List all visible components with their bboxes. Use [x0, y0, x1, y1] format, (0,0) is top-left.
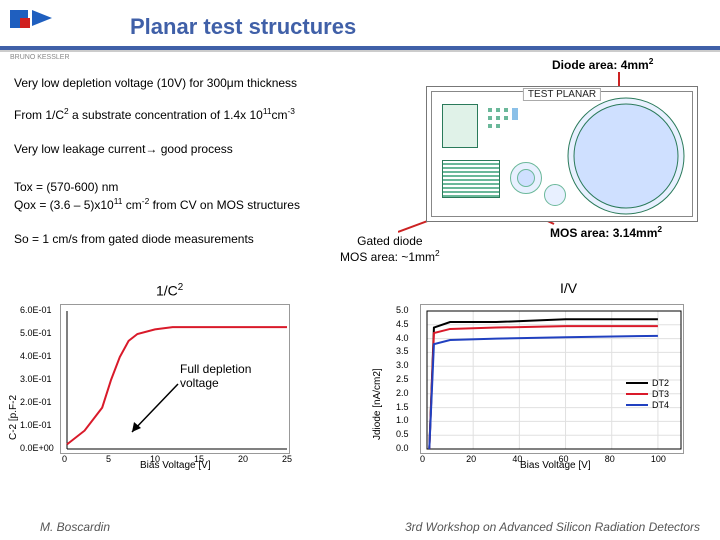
chart1-ytick: 3.0E-01 [20, 374, 52, 384]
chart2-xtick: 0 [420, 454, 425, 464]
chart1-ytick: 5.0E-01 [20, 328, 52, 338]
chart2-xtick: 80 [605, 454, 615, 464]
chart1-ytick: 4.0E-01 [20, 351, 52, 361]
test-planar-diagram: TEST PLANAR [426, 86, 698, 222]
chart2-ytick: 5.0 [396, 305, 409, 315]
chart1-callout: Full depletion voltage [180, 362, 290, 390]
chart2-ytick: 2.5 [396, 374, 409, 384]
legend-row: DT4 [626, 400, 669, 410]
annot-gated-diode: Gated diode MOS area: ~1mm2 [340, 234, 440, 264]
annot-mos-area: MOS area: 3.14mm2 [550, 224, 662, 240]
ring-1-inner [517, 169, 535, 187]
text-substrate-concentration: From 1/C2 a substrate concentration of 1… [14, 106, 295, 122]
legend-row: DT3 [626, 389, 669, 399]
title-rule [0, 46, 720, 52]
legend-swatch [626, 404, 648, 406]
legend-label: DT4 [652, 400, 669, 410]
diode-circle-icon [566, 96, 686, 216]
chart2-xtick: 40 [512, 454, 522, 464]
chart2-xtick: 60 [559, 454, 569, 464]
chart1-ytick: 2.0E-01 [20, 397, 52, 407]
legend-label: DT3 [652, 389, 669, 399]
chart1-callout-arrow [128, 380, 182, 440]
legend-swatch [626, 382, 648, 384]
chart1-xtick: 0 [62, 454, 67, 464]
chart2-xtick: 100 [651, 454, 666, 464]
chart2-title: I/V [560, 280, 577, 296]
text-leakage-current: Very low leakage current→ good process [14, 142, 233, 156]
chart2-ytick: 1.5 [396, 402, 409, 412]
chart1-ytick: 0.0E+00 [20, 443, 54, 453]
chart1-xtick: 25 [282, 454, 292, 464]
ring-2 [544, 184, 566, 206]
logo-text-bottom: BRUNO KESSLER [10, 54, 70, 61]
chart1-xtick: 5 [106, 454, 111, 464]
footer-author: M. Boscardin [40, 520, 110, 534]
chart2-xtick: 20 [466, 454, 476, 464]
chart2-ytick: 0.5 [396, 429, 409, 439]
chart2-ytick: 3.5 [396, 346, 409, 356]
chart2-ytick: 4.0 [396, 333, 409, 343]
chart1-ytick: 1.0E-01 [20, 420, 52, 430]
chart2-ytick: 1.0 [396, 415, 409, 425]
chart2-ytick: 3.0 [396, 360, 409, 370]
chart2-ytick: 2.0 [396, 388, 409, 398]
chart1-title: 1/C2 [156, 282, 183, 299]
chart1-ylabel: C-2 [p.F-2 [8, 330, 19, 440]
text-tox: Tox = (570-600) nm [14, 180, 118, 194]
chart1-xtick: 10 [150, 454, 160, 464]
chart1-xtick: 20 [238, 454, 248, 464]
legend-swatch [626, 393, 648, 395]
rect-1 [442, 104, 478, 148]
legend-label: DT2 [652, 378, 669, 388]
chart2-ytick: 0.0 [396, 443, 409, 453]
striped-mos [442, 160, 500, 198]
footer-workshop: 3rd Workshop on Advanced Silicon Radiati… [405, 520, 700, 534]
chart2-ytick: 4.5 [396, 319, 409, 329]
chart1-xtick: 15 [194, 454, 204, 464]
fbk-logo: FONDAZIONE BRUNO KESSLER [10, 10, 100, 61]
dots-group [486, 106, 522, 146]
annot-diode-area: Diode area: 4mm2 [552, 56, 653, 72]
fbk-logo-mark [10, 10, 100, 50]
chart1-ytick: 6.0E-01 [20, 305, 52, 315]
text-depletion-voltage: Very low depletion voltage (10V) for 300… [14, 76, 297, 90]
legend-row: DT2 [626, 378, 669, 388]
text-qox: Qox = (3.6 – 5)x1011 cm-2 from CV on MOS… [14, 196, 300, 212]
page-title: Planar test structures [130, 14, 356, 40]
chart2-legend: DT2DT3DT4 [626, 378, 669, 411]
chart2-xlabel: Bias Voltage [V] [520, 460, 591, 471]
text-so: So = 1 cm/s from gated diode measurement… [14, 232, 254, 246]
chart2-ylabel: Jdiode [nA/cm2] [372, 320, 383, 440]
